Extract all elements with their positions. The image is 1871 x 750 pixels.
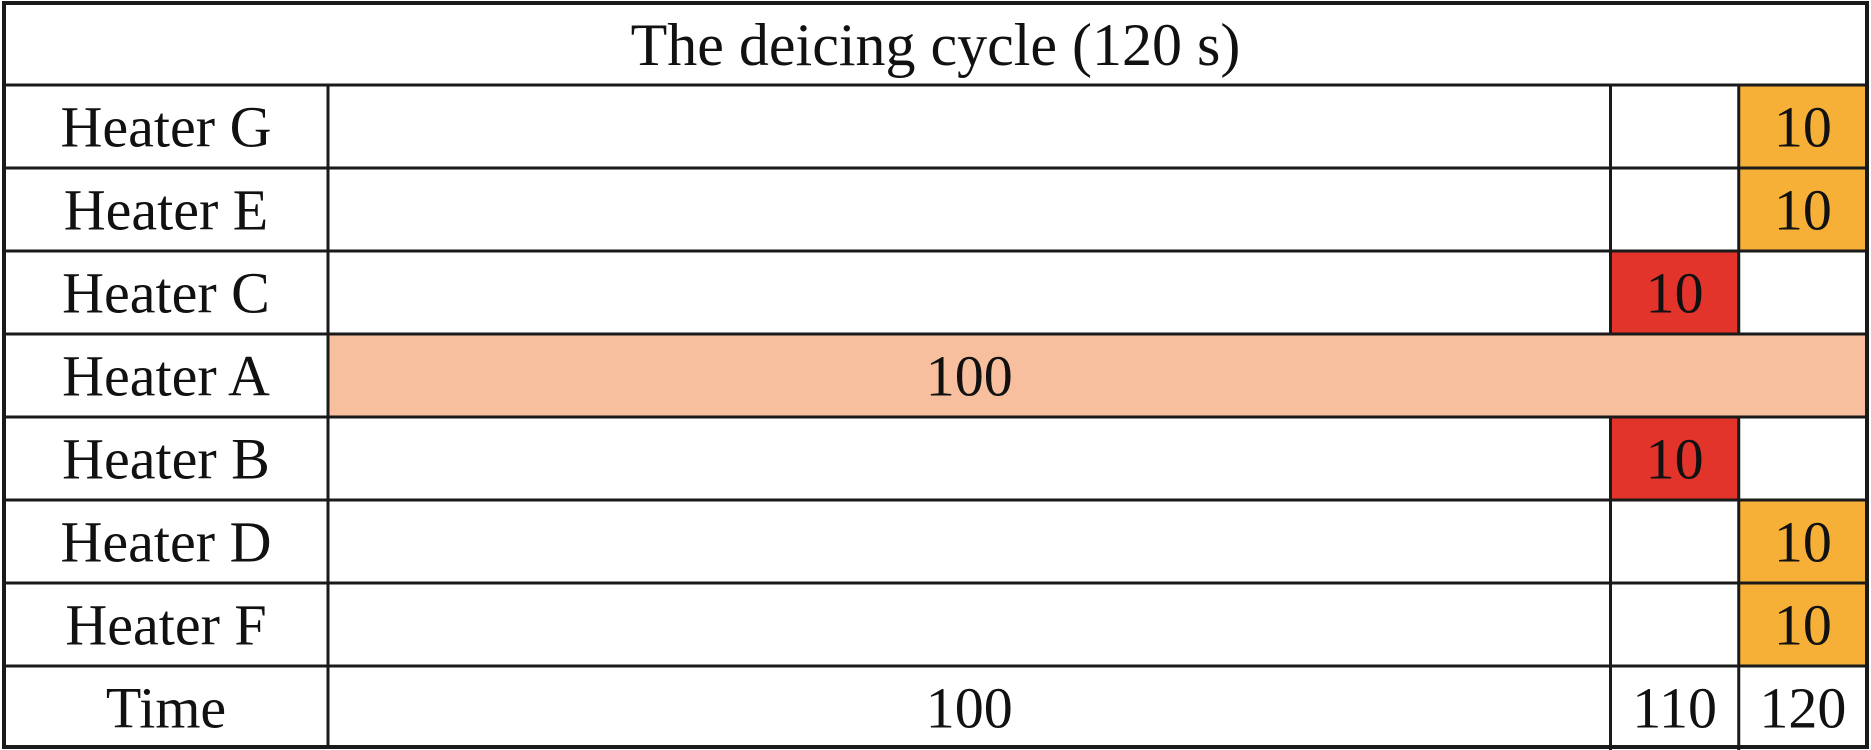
heater-c-duration: 10 [1646, 261, 1704, 326]
heater-e-duration: 10 [1774, 178, 1832, 243]
heater-blocks [328, 85, 1867, 666]
row-label-heater-c: Heater C [62, 261, 270, 326]
heater-b-active-block [1610, 417, 1739, 500]
time-mark-110: 110 [1632, 676, 1717, 741]
heater-d-active-block [1738, 500, 1867, 583]
row-label-heater-e: Heater E [64, 178, 268, 243]
heater-f-duration: 10 [1774, 593, 1832, 658]
heater-g-duration: 10 [1774, 95, 1832, 160]
time-mark-120: 120 [1759, 676, 1846, 741]
row-label-heater-b: Heater B [62, 427, 270, 492]
table-text: The deicing cycle (120 s) Time Heater G 1… [61, 12, 1847, 741]
row-label-heater-d: Heater D [61, 510, 272, 575]
heater-c-active-block [1610, 251, 1739, 334]
heater-d-duration: 10 [1774, 510, 1832, 575]
heater-a-duration: 100 [926, 344, 1013, 409]
heater-f-active-block [1738, 583, 1867, 666]
heater-e-active-block [1738, 168, 1867, 251]
time-mark-100: 100 [926, 676, 1013, 741]
row-label-heater-a: Heater A [62, 344, 270, 409]
row-label-heater-f: Heater F [65, 593, 266, 658]
heater-a-active-block [328, 334, 1867, 417]
row-label-heater-g: Heater G [61, 95, 272, 160]
heater-b-duration: 10 [1646, 427, 1704, 492]
diagram-title: The deicing cycle (120 s) [631, 12, 1241, 78]
time-row-label: Time [106, 676, 226, 741]
heater-g-active-block [1738, 85, 1867, 168]
